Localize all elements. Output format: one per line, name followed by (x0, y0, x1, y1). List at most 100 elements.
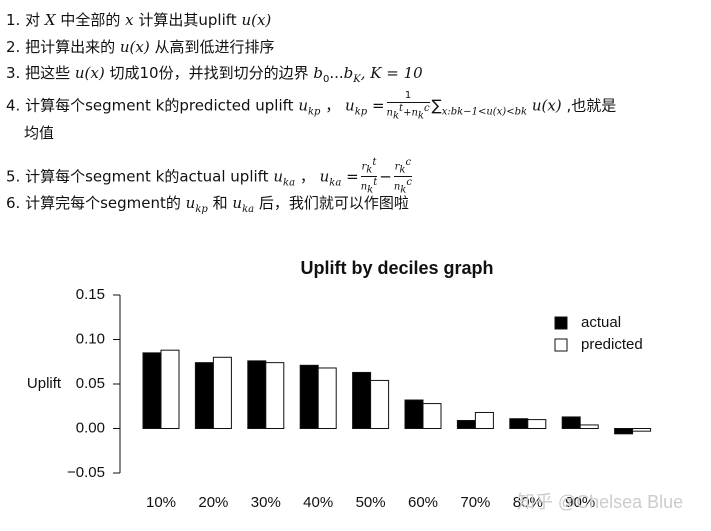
math: n (411, 107, 418, 119)
text: 从高到低进行排序 (154, 38, 275, 56)
bar (194, 362, 214, 429)
x-tick-label: 20% (198, 494, 228, 511)
text: ， (325, 96, 341, 115)
watermark: 知乎 @Chelsea Blue (517, 492, 683, 512)
bar (614, 428, 634, 435)
math: = (346, 167, 359, 186)
legend-label: actual (581, 314, 621, 331)
math-sub: k (392, 110, 400, 122)
math: n (393, 181, 401, 193)
x-tick-label: 10% (146, 494, 176, 511)
math-sub: K (353, 74, 361, 85)
fraction: rkt nkt (360, 157, 378, 197)
math-sub: k (417, 110, 424, 122)
y-tick-label: 0.10 (76, 330, 105, 347)
y-tick-label: −0.05 (67, 464, 105, 481)
text: 计算完每个segment的 (25, 194, 181, 212)
text: 后，我们就可以作图啦 (258, 194, 409, 212)
math-sub: <u(x)<b (477, 106, 521, 118)
math: b (313, 64, 323, 82)
bar (474, 411, 494, 429)
text: 计算每个segment k的predicted uplift (25, 96, 294, 115)
text: 和 (212, 194, 228, 212)
math: = (371, 96, 385, 115)
math: b (343, 64, 354, 82)
text: 切成10份，并找到切分的边界 (109, 64, 309, 82)
text: 计算每个segment k的actual uplift (25, 167, 269, 186)
text: 均值 (24, 124, 55, 142)
math-sub: kp (354, 106, 368, 118)
fraction: 1 nkt+nkc (386, 90, 430, 122)
chart: Uplift by deciles graph Uplift −0.05 0.00… (27, 258, 683, 512)
math: r (361, 161, 367, 173)
numerator: 1 (386, 90, 430, 103)
math: x (125, 11, 134, 29)
y-tick-label: 0.05 (76, 375, 105, 392)
math: u(x) (119, 38, 150, 56)
math: n (386, 107, 393, 119)
text: ,也就是 (566, 96, 617, 115)
step: 6. 计算完每个segment的 ukp 和 uka 后，我们就可以作图啦 (6, 193, 409, 220)
math: u (232, 194, 243, 212)
bar (352, 371, 372, 429)
math-sub: k (399, 164, 406, 176)
text: 对 (25, 11, 41, 29)
math: u (319, 167, 330, 186)
bar (579, 424, 599, 430)
math-sup: t (399, 103, 404, 114)
step: 1. 对 X 中全部的 x 计算出其uplift u(x) (6, 10, 271, 30)
x-tick-label: 80% (513, 494, 543, 511)
chart-title: Uplift by deciles graph (300, 258, 493, 278)
math-sup: t (373, 177, 378, 189)
math-sub: x:b (441, 106, 458, 118)
math: u(x) (241, 11, 272, 29)
math-sub: ka (283, 177, 296, 189)
step-continuation: 均值 (24, 123, 54, 143)
math: u(x) (531, 96, 562, 115)
math: , K = 10 (360, 64, 423, 82)
bar (422, 403, 442, 430)
math-sub: k (400, 184, 407, 196)
math-sup: c (406, 177, 412, 189)
step-number: 2. (6, 38, 21, 56)
x-tick-label: 30% (251, 494, 281, 511)
step-number: 3. (6, 64, 21, 82)
fraction: rkc nkc (393, 157, 412, 197)
text: 把计算出来的 (25, 38, 116, 56)
bar (142, 352, 162, 429)
math: u(x) (74, 64, 105, 82)
step-number: 4. (6, 96, 21, 115)
math-sub: k (367, 184, 374, 196)
math: ∑ (431, 96, 442, 115)
x-tick-label: 40% (303, 494, 333, 511)
text: ， (299, 167, 315, 186)
text: 计算出其uplift (138, 11, 237, 29)
bar (299, 364, 319, 429)
y-tick-label: 0.15 (76, 286, 105, 303)
x-tick-label: 50% (356, 494, 386, 511)
step-number: 6. (6, 194, 21, 212)
math: u (345, 96, 355, 115)
math-sub: k (366, 164, 373, 176)
legend-swatch (554, 316, 568, 330)
bar (527, 419, 547, 430)
math: u (298, 96, 308, 115)
legend-swatch (554, 338, 568, 352)
text: 把这些 (25, 64, 71, 82)
bar (404, 399, 424, 430)
step-number: 5. (6, 167, 21, 186)
step: 5. 计算每个segment k的actual uplift uka ， uka… (6, 157, 414, 197)
step: 4. 计算每个segment k的predicted uplift ukp ， … (6, 90, 616, 123)
math: X (44, 11, 56, 29)
x-tick-label: 90% (565, 494, 595, 511)
math: ... (329, 64, 344, 82)
y-tick-label: 0.00 (76, 419, 105, 436)
math-sub: ka (329, 177, 342, 189)
bar (456, 419, 476, 430)
y-axis-label: Uplift (27, 375, 62, 392)
bar (160, 349, 180, 429)
math: + (403, 107, 412, 119)
math-sub: 0 (322, 74, 330, 85)
math: r (394, 161, 400, 173)
bar (509, 418, 529, 430)
